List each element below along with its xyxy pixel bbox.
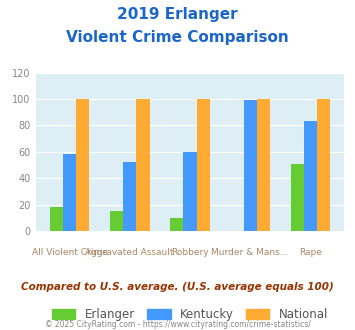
Bar bbox=[257, 99, 270, 231]
Text: All Violent Crime: All Violent Crime bbox=[32, 248, 107, 257]
Text: 2019 Erlanger: 2019 Erlanger bbox=[117, 7, 238, 21]
Bar bbox=[244, 100, 257, 231]
Text: Violent Crime Comparison: Violent Crime Comparison bbox=[66, 30, 289, 45]
Bar bbox=[290, 164, 304, 231]
Bar bbox=[136, 99, 149, 231]
Text: Compared to U.S. average. (U.S. average equals 100): Compared to U.S. average. (U.S. average … bbox=[21, 282, 334, 292]
Bar bbox=[63, 154, 76, 231]
Bar bbox=[304, 121, 317, 231]
Text: Robbery: Robbery bbox=[171, 248, 209, 257]
Bar bbox=[50, 207, 63, 231]
Bar bbox=[123, 162, 136, 231]
Bar bbox=[110, 211, 123, 231]
Bar bbox=[197, 99, 210, 231]
Text: Aggravated Assault: Aggravated Assault bbox=[86, 248, 174, 257]
Text: Murder & Mans...: Murder & Mans... bbox=[212, 248, 289, 257]
Bar bbox=[76, 99, 89, 231]
Bar bbox=[170, 218, 183, 231]
Bar bbox=[317, 99, 330, 231]
Legend: Erlanger, Kentucky, National: Erlanger, Kentucky, National bbox=[47, 303, 333, 326]
Bar bbox=[183, 152, 197, 231]
Text: © 2025 CityRating.com - https://www.cityrating.com/crime-statistics/: © 2025 CityRating.com - https://www.city… bbox=[45, 320, 310, 329]
Text: Rape: Rape bbox=[299, 248, 322, 257]
